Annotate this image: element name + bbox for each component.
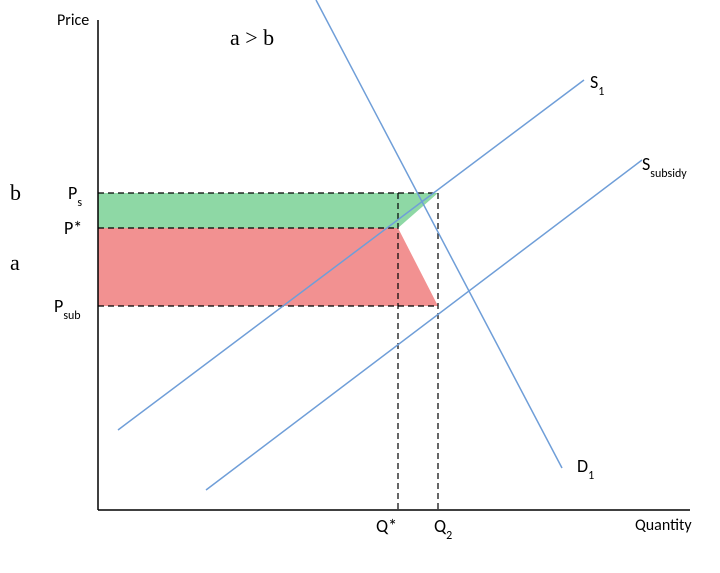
svg-text:D1: D1	[577, 455, 594, 483]
arrow-label: a	[10, 250, 20, 275]
inequality-note: a > b	[230, 25, 274, 50]
svg-text:Q2: Q2	[434, 515, 452, 543]
x-axis-label: Quantity	[635, 516, 692, 535]
q-star-label: Q*	[376, 515, 397, 537]
svg-text:Ssubsidy: Ssubsidy	[642, 153, 687, 181]
subsidy-diagram: Price Quantity D1 S1 Ssubsidy Ps P* Psub Q* Q2 a >…	[0, 0, 720, 573]
arrow-label: b	[10, 180, 21, 205]
p-star-label: P*	[64, 217, 82, 239]
producer-gain-region	[98, 193, 438, 228]
y-axis-label: Price	[57, 11, 89, 30]
consumer-gain-region	[98, 228, 438, 306]
svg-text:S1: S1	[590, 71, 604, 99]
svg-text:Ps: Ps	[68, 182, 82, 210]
svg-text:Psub: Psub	[54, 295, 81, 323]
